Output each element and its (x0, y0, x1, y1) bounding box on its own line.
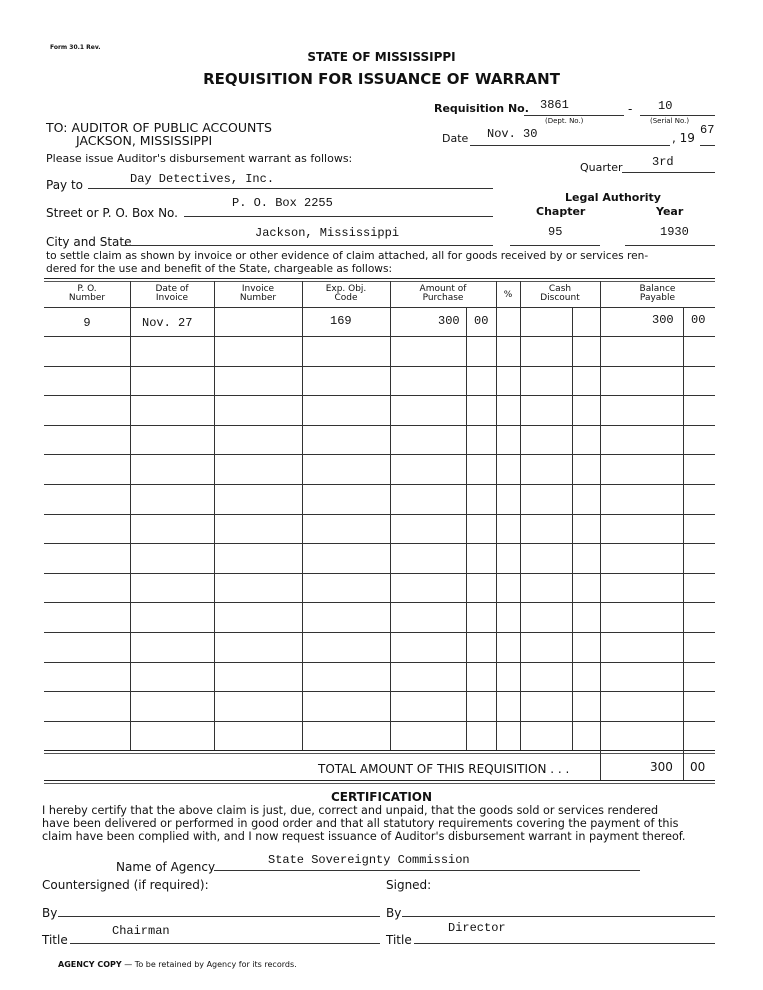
countersigned-title-value[interactable]: Chairman (112, 924, 170, 938)
date-value[interactable]: Nov. 30 (487, 127, 538, 141)
signed-label: Signed: (386, 878, 432, 892)
legal-authority-label: Legal Authority (565, 191, 661, 204)
header-po-number: P. O. Number (68, 284, 106, 303)
row-divider (44, 454, 715, 456)
certification-line1: I hereby certify that the above claim is… (42, 804, 659, 817)
row-divider (44, 513, 715, 515)
pay-to-value[interactable]: Day Detectives, Inc. (130, 172, 275, 186)
cell-balance-dollars[interactable]: 300 (652, 313, 674, 327)
row-divider (44, 602, 715, 604)
row-divider (44, 632, 715, 633)
countersigned-by-label: By (42, 906, 58, 920)
street-label: Street or P. O. Box No. (46, 206, 178, 220)
total-cents: 00 (690, 760, 706, 774)
settle-text-1: to settle claim as shown by invoice or o… (46, 250, 649, 262)
instruction-text: Please issue Auditor's disbursement warr… (46, 152, 353, 165)
signed-by-label: By (386, 906, 402, 920)
certification-line3: claim have been complied with, and I now… (42, 830, 686, 843)
city-label: City and State (46, 235, 132, 249)
date-label: Date (442, 132, 469, 145)
certification-title: CERTIFICATION (330, 790, 433, 804)
row-divider (44, 484, 715, 485)
city-value[interactable]: Jackson, Mississippi (255, 226, 400, 240)
addressee-line1: TO: AUDITOR OF PUBLIC ACCOUNTS (46, 120, 272, 135)
chapter-value[interactable]: 95 (548, 225, 563, 239)
dept-no-value[interactable]: 3861 (540, 98, 569, 112)
header-percent: % (503, 290, 513, 300)
dept-no-label: (Dept. No.) (545, 117, 584, 125)
cell-po[interactable]: 9 (83, 316, 91, 330)
serial-no-value[interactable]: 10 (658, 99, 673, 113)
total-label: TOTAL AMOUNT OF THIS REQUISITION . . . (318, 762, 570, 776)
agency-label: Name of Agency (116, 860, 216, 874)
cell-amount-dollars[interactable]: 300 (438, 314, 460, 328)
row-divider (44, 365, 715, 367)
serial-no-label: (Serial No.) (650, 117, 690, 125)
agency-value[interactable]: State Sovereignty Commission (268, 853, 470, 867)
form-title: REQUISITION FOR ISSUANCE OF WARRANT (203, 70, 560, 88)
cell-date[interactable]: Nov. 27 (142, 316, 193, 330)
total-dollars: 300 (650, 760, 673, 774)
row-divider (44, 424, 715, 426)
certification-line2: have been delivered or performed in good… (42, 817, 679, 830)
row-divider (44, 691, 715, 693)
cell-balance-cents[interactable]: 00 (691, 313, 706, 327)
row-divider (44, 543, 715, 545)
row-divider (44, 395, 715, 397)
row-divider (44, 720, 715, 722)
year-value[interactable]: 1930 (660, 225, 689, 239)
requisition-dash: - (628, 102, 633, 116)
settle-text-2: dered for the use and benefit of the Sta… (46, 263, 393, 275)
row-divider (44, 336, 715, 337)
header-amount-of-purchase: Amount of Purchase (419, 284, 467, 303)
signed-title-value[interactable]: Director (448, 921, 506, 935)
header-date-of-invoice: Date of Invoice (155, 284, 189, 303)
street-value[interactable]: P. O. Box 2255 (232, 196, 333, 210)
date-year-value[interactable]: 67 (700, 123, 715, 137)
header-cash-discount: Cash Discount (540, 284, 580, 303)
countersigned-title-label: Title (42, 933, 68, 947)
countersigned-label: Countersigned (if required): (42, 878, 209, 892)
addressee-line2: JACKSON, MISSISSIPPI (76, 133, 213, 148)
signed-title-label: Title (386, 933, 412, 947)
cell-amount-cents[interactable]: 00 (474, 314, 489, 328)
quarter-label: Quarter (580, 161, 623, 174)
quarter-value[interactable]: 3rd (652, 155, 674, 169)
row-divider (44, 572, 715, 574)
state-heading: STATE OF MISSISSIPPI (307, 50, 456, 64)
header-balance-payable: Balance Payable (639, 284, 676, 303)
chapter-label: Chapter (536, 205, 586, 218)
row-divider (44, 661, 715, 663)
footer-note: AGENCY COPY — To be retained by Agency f… (58, 960, 297, 969)
header-exp-obj-code: Exp. Obj. Code (325, 284, 367, 303)
form-number: Form 30.1 Rev. (50, 44, 101, 51)
cell-code[interactable]: 169 (330, 314, 352, 328)
year-prefix: , 19 (672, 131, 695, 145)
header-invoice-number: Invoice Number (239, 284, 277, 303)
year-label: Year (656, 205, 684, 218)
pay-to-label: Pay to (46, 178, 84, 192)
requisition-label: Requisition No. (434, 102, 529, 115)
